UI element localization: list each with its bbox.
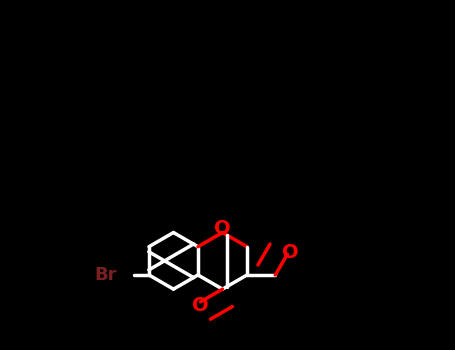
Text: Br: Br xyxy=(95,266,117,284)
Text: O: O xyxy=(192,296,209,315)
Text: O: O xyxy=(214,219,231,238)
Text: O: O xyxy=(283,243,299,262)
